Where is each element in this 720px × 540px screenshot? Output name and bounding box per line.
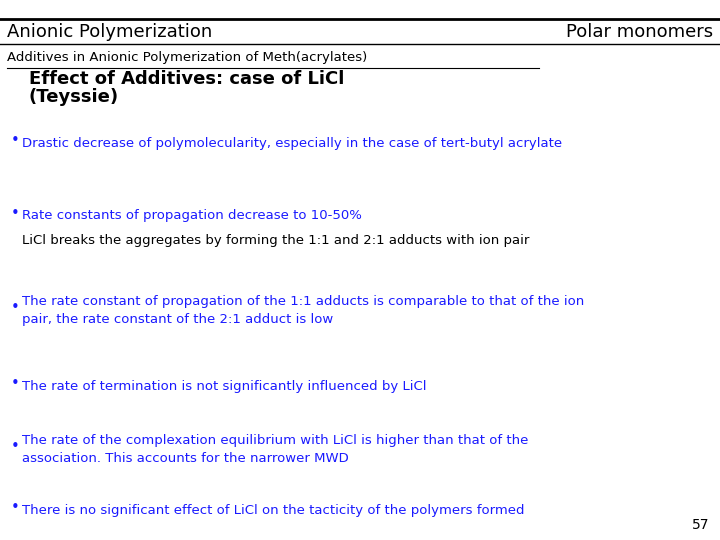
Text: Effect of Additives: case of LiCl: Effect of Additives: case of LiCl [29, 70, 344, 89]
Text: Anionic Polymerization: Anionic Polymerization [7, 23, 212, 41]
Text: •: • [11, 500, 19, 515]
Text: Additives in Anionic Polymerization of Meth(acrylates): Additives in Anionic Polymerization of M… [7, 51, 367, 64]
Text: •: • [11, 300, 19, 315]
Text: Polar monomers: Polar monomers [566, 23, 713, 41]
Text: •: • [11, 439, 19, 454]
Text: The rate constant of propagation of the 1:1 adducts is comparable to that of the: The rate constant of propagation of the … [22, 295, 584, 326]
Text: •: • [11, 376, 19, 391]
Text: Rate constants of propagation decrease to 10-50%: Rate constants of propagation decrease t… [22, 210, 361, 222]
Text: There is no significant effect of LiCl on the tacticity of the polymers formed: There is no significant effect of LiCl o… [22, 504, 524, 517]
Text: The rate of termination is not significantly influenced by LiCl: The rate of termination is not significa… [22, 380, 426, 393]
Text: (Teyssie): (Teyssie) [29, 88, 119, 106]
Text: LiCl breaks the aggregates by forming the 1:1 and 2:1 adducts with ion pair: LiCl breaks the aggregates by forming th… [22, 234, 529, 247]
Text: 57: 57 [692, 518, 709, 532]
Text: The rate of the complexation equilibrium with LiCl is higher than that of the
as: The rate of the complexation equilibrium… [22, 434, 528, 465]
Text: •: • [11, 206, 19, 221]
Text: •: • [11, 133, 19, 148]
Text: Drastic decrease of polymolecularity, especially in the case of tert-butyl acryl: Drastic decrease of polymolecularity, es… [22, 137, 562, 150]
